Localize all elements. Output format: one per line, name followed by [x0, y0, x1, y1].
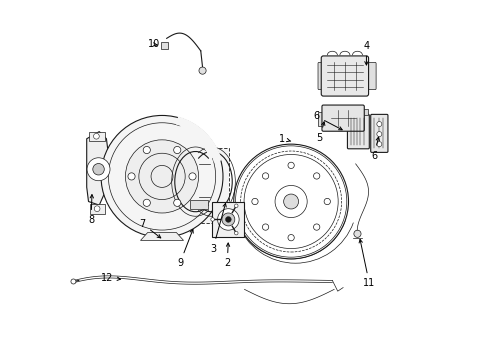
Circle shape — [93, 134, 99, 139]
Bar — [317, 112, 324, 126]
Text: 8: 8 — [88, 195, 94, 225]
Text: 7: 7 — [139, 219, 161, 238]
Circle shape — [222, 213, 234, 226]
Bar — [161, 42, 168, 49]
Circle shape — [143, 147, 150, 154]
Circle shape — [251, 198, 258, 205]
Circle shape — [376, 141, 381, 147]
Text: 6: 6 — [312, 111, 342, 130]
Circle shape — [217, 209, 239, 230]
Bar — [212, 202, 244, 237]
Bar — [90, 204, 104, 214]
Text: 11: 11 — [358, 239, 375, 288]
Circle shape — [225, 217, 231, 222]
FancyBboxPatch shape — [317, 62, 326, 90]
Circle shape — [71, 279, 76, 284]
Circle shape — [287, 234, 294, 241]
Circle shape — [376, 132, 381, 136]
Circle shape — [125, 140, 198, 213]
Bar — [190, 200, 207, 209]
Polygon shape — [140, 233, 183, 240]
Circle shape — [283, 194, 298, 209]
Circle shape — [287, 162, 294, 168]
Circle shape — [234, 231, 238, 235]
Text: 12: 12 — [101, 273, 120, 283]
Text: 4: 4 — [363, 41, 369, 65]
FancyBboxPatch shape — [321, 56, 368, 96]
FancyBboxPatch shape — [366, 62, 375, 90]
FancyBboxPatch shape — [346, 114, 368, 149]
Circle shape — [93, 163, 104, 175]
Text: 3: 3 — [209, 203, 226, 254]
Circle shape — [128, 173, 135, 180]
Circle shape — [87, 158, 110, 181]
Circle shape — [94, 206, 100, 212]
Text: 2: 2 — [224, 243, 230, 268]
Text: 9: 9 — [177, 230, 193, 268]
Circle shape — [313, 173, 319, 179]
Circle shape — [199, 67, 206, 74]
Circle shape — [353, 230, 360, 237]
Circle shape — [313, 224, 319, 230]
Text: 1: 1 — [279, 134, 290, 144]
Circle shape — [210, 218, 214, 221]
Circle shape — [262, 224, 268, 230]
Circle shape — [188, 173, 196, 180]
Polygon shape — [86, 132, 108, 205]
FancyBboxPatch shape — [321, 105, 364, 131]
Circle shape — [324, 198, 330, 205]
Text: 5: 5 — [316, 122, 324, 143]
Circle shape — [274, 185, 306, 217]
Circle shape — [233, 144, 348, 259]
Circle shape — [173, 147, 181, 154]
Circle shape — [143, 199, 150, 206]
Circle shape — [262, 173, 268, 179]
Circle shape — [234, 204, 238, 208]
Bar — [359, 112, 366, 126]
Text: 10: 10 — [148, 40, 160, 49]
Circle shape — [173, 199, 181, 206]
Circle shape — [101, 116, 223, 237]
FancyBboxPatch shape — [370, 114, 387, 152]
Bar — [88, 132, 104, 140]
Bar — [348, 109, 367, 116]
Circle shape — [376, 122, 381, 127]
Bar — [171, 148, 228, 223]
Text: 6: 6 — [370, 137, 379, 161]
